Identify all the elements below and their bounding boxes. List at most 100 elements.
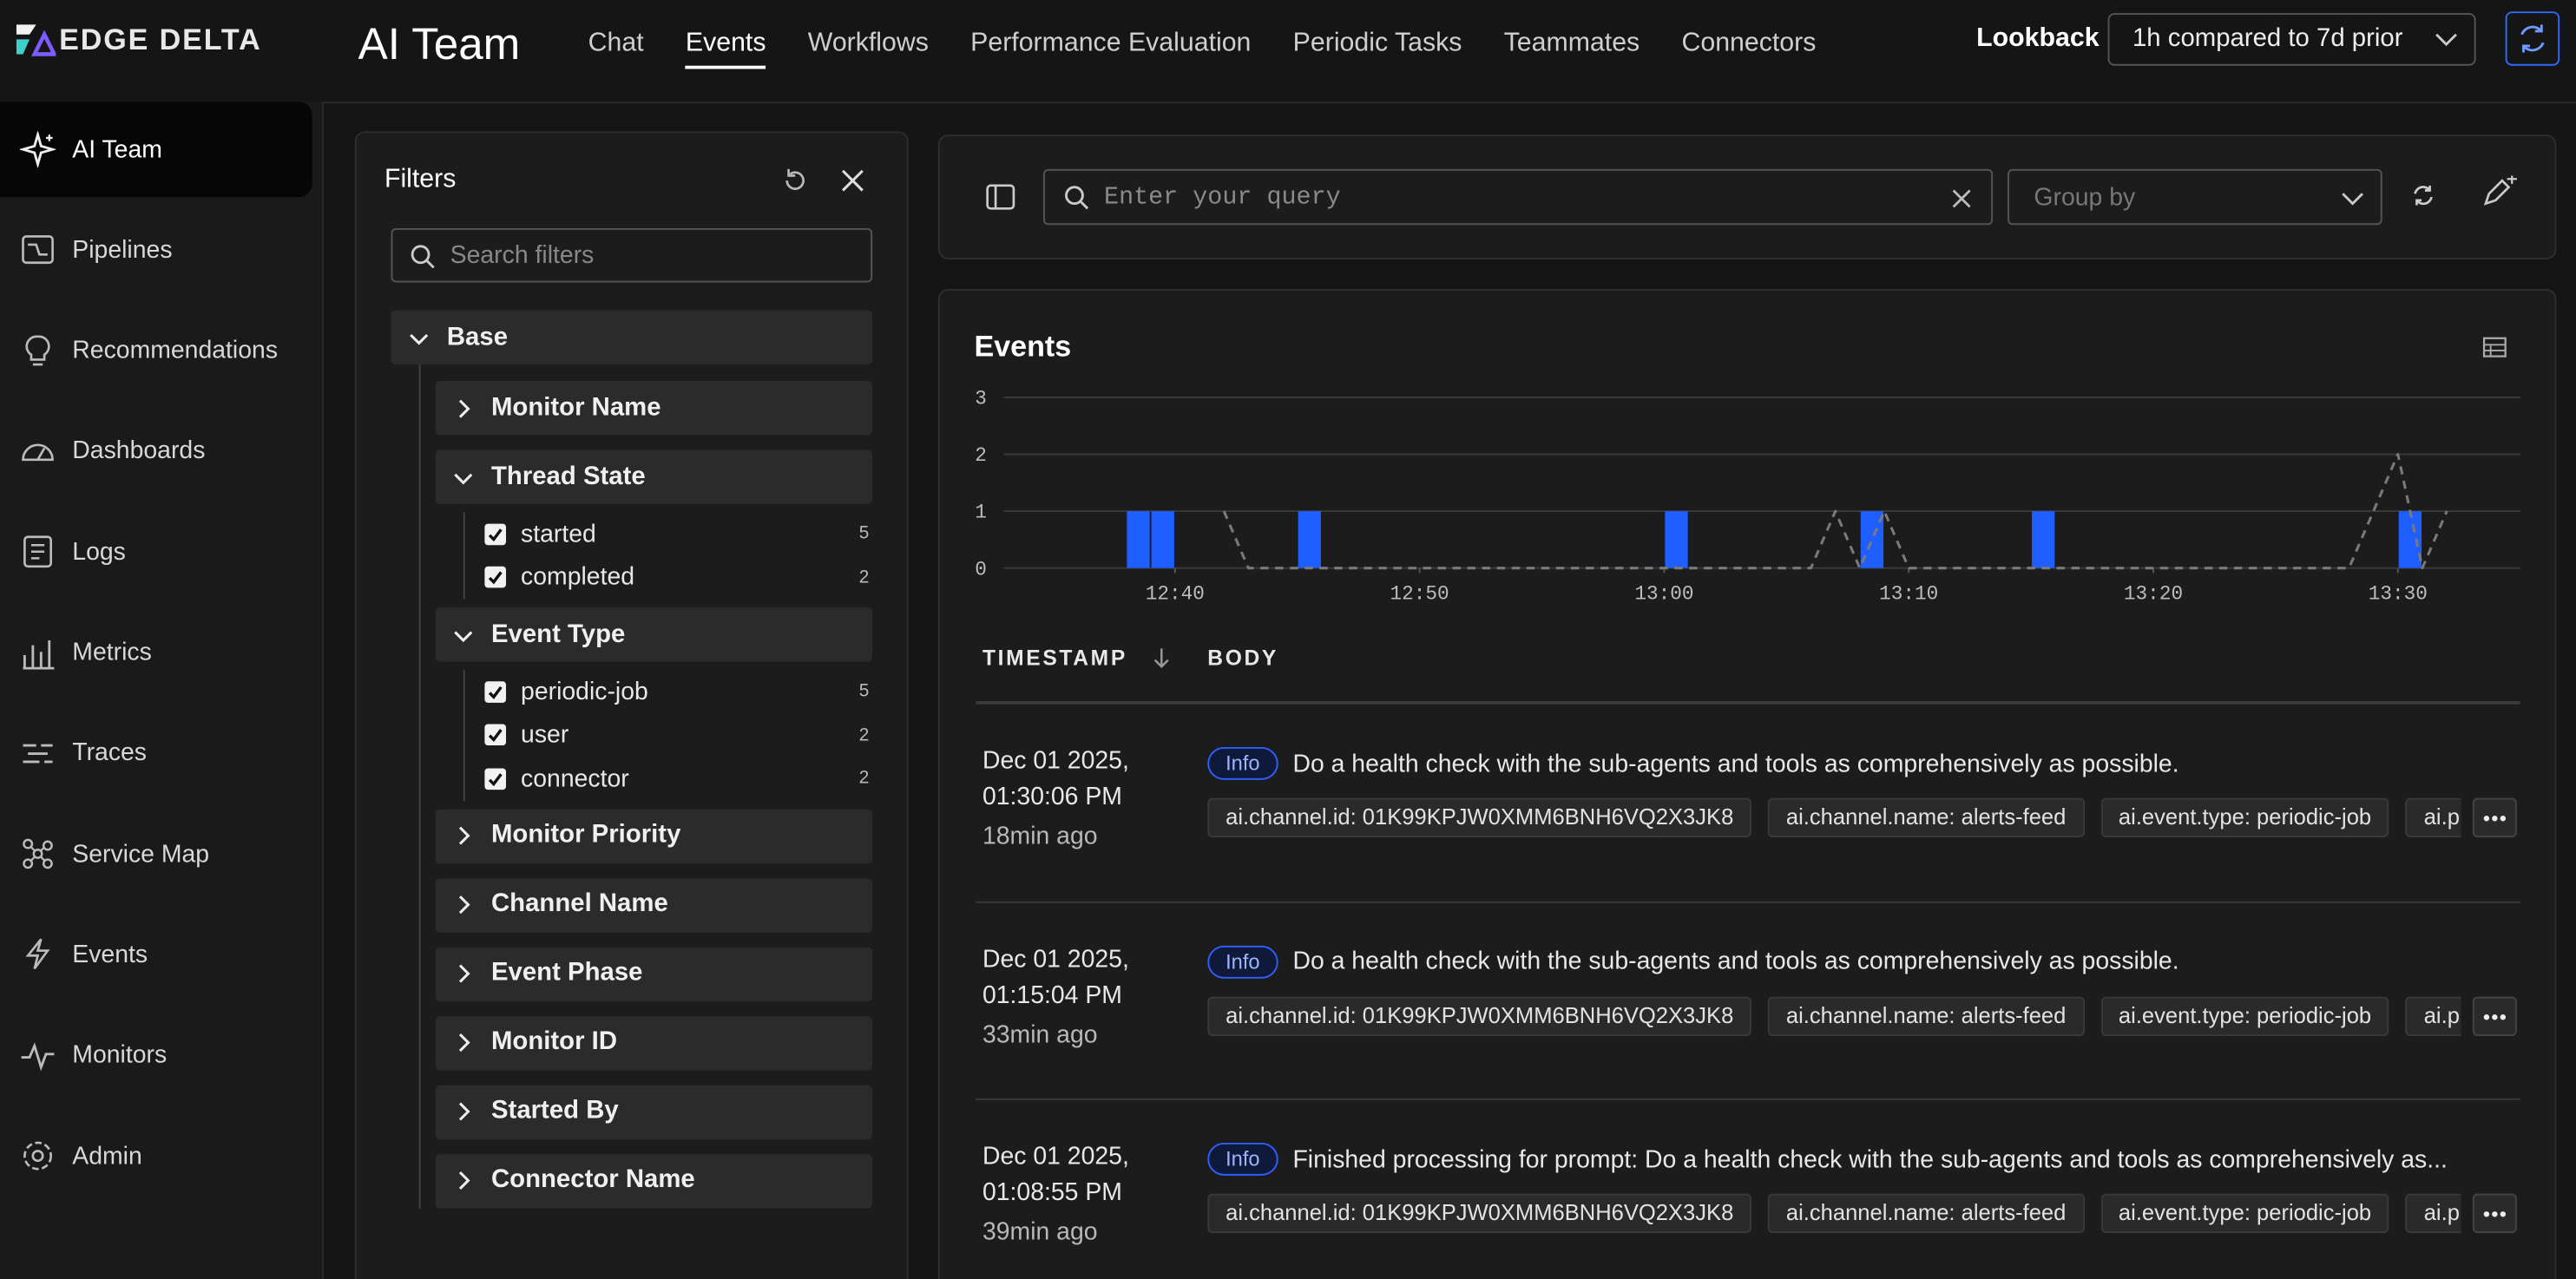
column-header[interactable]: BODY: [1207, 645, 1279, 671]
nav-tab[interactable]: Chat: [588, 30, 644, 58]
close-icon[interactable]: [838, 166, 867, 195]
brand-name: EDGE DELTA: [59, 22, 262, 56]
nav-label: Service Map: [72, 840, 210, 869]
nav-tab[interactable]: Connectors: [1681, 30, 1817, 58]
option-count: 5: [858, 524, 870, 544]
attribute-tag[interactable]: ai.channel.id: 01K99KPJW0XMM6BNH6VQ2X3JK…: [1207, 797, 1752, 838]
filter-search[interactable]: Search filters: [391, 228, 873, 283]
nav-item[interactable]: Pipelines: [0, 202, 312, 298]
nav-item[interactable]: Traces: [0, 705, 312, 801]
attribute-tag[interactable]: ai.channel.name: alerts-feed: [1768, 797, 2085, 838]
event-row[interactable]: Dec 01 2025, 01:15:04 PM 33min ago Info Do a…: [976, 902, 2520, 1100]
nav-icon: [25, 939, 50, 970]
event-date: Dec 01 2025,: [982, 746, 1129, 776]
attribute-tag[interactable]: ai.event.type: periodic-job: [2100, 1193, 2389, 1234]
nav-tab[interactable]: Performance Evaluation: [970, 30, 1252, 58]
filter-field[interactable]: Thread State: [435, 449, 873, 504]
more-button[interactable]: [2472, 995, 2517, 1036]
attribute-tag[interactable]: ai.event.type: periodic-job: [2100, 797, 2389, 838]
checkbox[interactable]: [484, 523, 507, 545]
table-view-icon[interactable]: [2482, 337, 2507, 358]
filter-field[interactable]: Event Type: [435, 607, 873, 662]
reset-icon[interactable]: [780, 166, 810, 195]
nav-label: Logs: [72, 538, 126, 567]
option-label: connector: [521, 764, 629, 793]
attribute-tag[interactable]: ai.channel.name: alerts-feed: [1768, 1193, 2085, 1234]
event-body: Info Finished processing for prompt: Do a…: [1207, 1142, 2521, 1176]
nav-item[interactable]: Metrics: [0, 605, 312, 700]
sort-desc-icon[interactable]: [1152, 647, 1172, 670]
event-tags: ai.channel.id: 01K99KPJW0XMM6BNH6VQ2X3JK…: [1207, 1193, 2461, 1234]
filter-field[interactable]: Monitor ID: [435, 1015, 873, 1070]
nav-item[interactable]: Dashboards: [0, 403, 312, 499]
filter-group-label: Base: [446, 322, 509, 351]
nav-item[interactable]: Monitors: [0, 1007, 312, 1103]
group-by-select[interactable]: Group by: [2008, 168, 2382, 226]
query-input[interactable]: Enter your query: [1042, 168, 1994, 226]
nav-tab[interactable]: Events: [685, 30, 766, 69]
lookback-select[interactable]: 1h compared to 7d prior: [2107, 13, 2476, 66]
event-row[interactable]: Dec 01 2025, 01:08:55 PM 39min ago Info Fini…: [976, 1100, 2520, 1279]
nav-item[interactable]: Logs: [0, 504, 312, 600]
checkbox[interactable]: [484, 680, 507, 703]
checkbox[interactable]: [484, 567, 507, 588]
filter-field[interactable]: Event Phase: [435, 946, 873, 1001]
x-tick-label: 13:10: [1879, 583, 1938, 606]
event-age: 33min ago: [982, 1020, 1098, 1049]
nav-tab[interactable]: Periodic Tasks: [1292, 30, 1462, 58]
nav-item[interactable]: Events: [0, 907, 312, 1002]
nav-item[interactable]: Recommendations: [0, 303, 312, 398]
nav-tab[interactable]: Workflows: [807, 30, 929, 58]
option-count: 5: [858, 681, 870, 702]
filter-option[interactable]: completed 2: [478, 556, 872, 600]
nav-icon: [23, 744, 53, 764]
nav-item[interactable]: Service Map: [0, 806, 312, 902]
brand[interactable]: EDGE DELTA: [13, 22, 261, 58]
nav-label: Events: [72, 941, 148, 969]
event-tags: ai.channel.id: 01K99KPJW0XMM6BNH6VQ2X3JK…: [1207, 995, 2461, 1036]
bar: [1151, 511, 1174, 568]
checkbox[interactable]: [484, 724, 507, 746]
event-row[interactable]: Dec 01 2025, 01:30:06 PM 18min ago Info Do a…: [976, 705, 2520, 902]
filter-option[interactable]: periodic-job 5: [478, 670, 872, 713]
chevron-icon: [2342, 193, 2363, 206]
nav-icon: [25, 334, 50, 365]
filter-field[interactable]: Started By: [435, 1084, 873, 1139]
filter-option[interactable]: user 2: [478, 713, 872, 757]
more-button[interactable]: [2472, 797, 2517, 838]
filter-field-label: Monitor ID: [490, 1027, 618, 1056]
nav-icon: [23, 838, 53, 869]
filter-field[interactable]: Connector Name: [435, 1153, 873, 1208]
nav-tab[interactable]: Teammates: [1503, 30, 1640, 58]
more-button[interactable]: [2472, 1193, 2517, 1234]
filter-option[interactable]: connector 2: [478, 757, 872, 800]
chevron-icon: [458, 1171, 470, 1190]
filters-title: Filters: [384, 166, 457, 194]
clear-icon[interactable]: [1952, 189, 1972, 209]
ellipsis-icon: [2483, 1013, 2507, 1020]
attribute-tag[interactable]: ai.p: [2405, 995, 2461, 1036]
nav-icon: [23, 640, 55, 669]
attribute-tag[interactable]: ai.channel.id: 01K99KPJW0XMM6BNH6VQ2X3JK…: [1207, 1193, 1752, 1234]
filter-field[interactable]: Monitor Priority: [435, 808, 873, 863]
sidebar-toggle-icon[interactable]: [986, 184, 1015, 210]
filter-field[interactable]: Monitor Name: [435, 380, 873, 436]
attribute-tag[interactable]: ai.p: [2405, 1193, 2461, 1234]
attribute-tag[interactable]: ai.event.type: periodic-job: [2100, 995, 2389, 1036]
save-query-icon[interactable]: [2481, 175, 2517, 208]
filter-option[interactable]: started 5: [478, 512, 872, 555]
nav-item[interactable]: Admin: [0, 1108, 312, 1204]
filter-field[interactable]: Channel Name: [435, 877, 873, 932]
attribute-tag[interactable]: ai.channel.id: 01K99KPJW0XMM6BNH6VQ2X3JK…: [1207, 995, 1752, 1036]
column-header[interactable]: TIMESTAMP: [982, 645, 1127, 671]
nav-item[interactable]: AI Team: [0, 102, 312, 198]
y-tick-label: 1: [975, 502, 987, 524]
attribute-tag[interactable]: ai.p: [2405, 797, 2461, 838]
attribute-tag[interactable]: ai.channel.name: alerts-feed: [1768, 995, 2085, 1036]
filter-group[interactable]: Base: [391, 310, 873, 365]
nav-label: AI Team: [72, 135, 162, 164]
reload-icon[interactable]: [2410, 182, 2436, 208]
bar: [1665, 511, 1688, 568]
checkbox[interactable]: [484, 768, 507, 790]
refresh-button[interactable]: [2505, 11, 2560, 66]
